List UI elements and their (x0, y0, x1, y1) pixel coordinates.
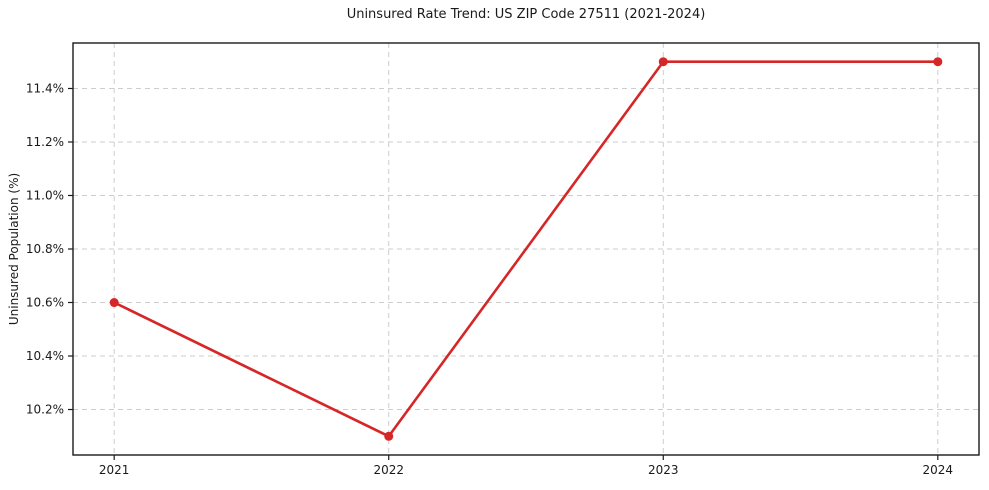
x-tick-label: 2022 (373, 463, 404, 477)
y-tick-label: 11.4% (26, 81, 64, 95)
y-tick-label: 11.0% (26, 188, 64, 202)
x-tick-label: 2021 (99, 463, 130, 477)
x-tick-label: 2023 (648, 463, 679, 477)
series-line (112, 60, 940, 438)
data-point-marker (658, 57, 668, 67)
chart-title: Uninsured Rate Trend: US ZIP Code 27511 … (346, 7, 706, 22)
y-tick-label: 10.8% (26, 242, 64, 256)
y-tick-label: 11.2% (26, 135, 64, 149)
data-point-marker (109, 298, 119, 308)
data-point-marker (384, 431, 394, 441)
data-point-marker (933, 57, 943, 67)
y-tick-label: 10.2% (26, 403, 64, 417)
y-tick-label: 10.6% (26, 296, 64, 310)
x-tick-label: 2024 (923, 463, 954, 477)
y-tick-label: 10.4% (26, 349, 64, 363)
